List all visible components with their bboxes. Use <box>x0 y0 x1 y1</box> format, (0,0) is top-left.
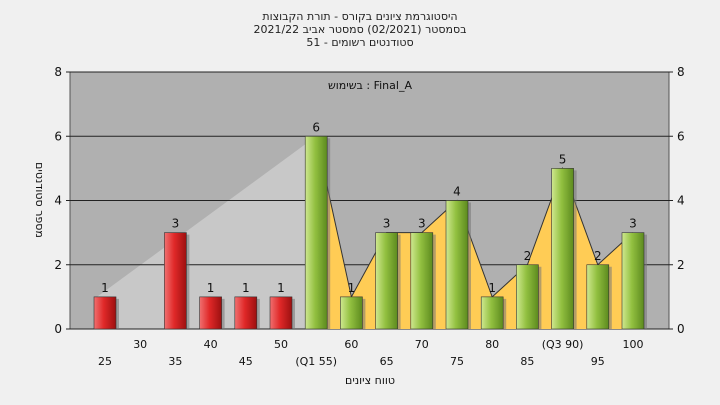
y-axis-title: מספר סטודנטים <box>33 162 46 238</box>
chart-subtitle-students: סטודנטים רשומים - 51 <box>306 36 414 49</box>
y-tick-label-right: 0 <box>677 322 685 336</box>
bar <box>586 264 610 330</box>
bar-value-label: 2 <box>524 249 532 263</box>
x-tick-label: (Q3 90) <box>542 338 584 351</box>
y-tick-label-left: 4 <box>54 194 62 208</box>
x-tick-label: 35 <box>168 355 182 368</box>
x-tick-label: 25 <box>98 355 112 368</box>
bar-value-label: 3 <box>418 217 426 231</box>
x-tick-label: 95 <box>591 355 605 368</box>
x-tick-label: 40 <box>204 338 218 351</box>
bar <box>551 168 574 330</box>
bar-value-label: 5 <box>559 152 567 166</box>
bar-value-label: 1 <box>277 281 285 295</box>
bar <box>516 264 539 330</box>
bar <box>93 296 117 330</box>
bar <box>304 135 328 330</box>
bar <box>164 232 187 330</box>
y-tick-label-left: 0 <box>54 322 62 336</box>
chart-title: היסטוגרמת ציונים בקורס - תורת הקבוצות <box>262 10 458 23</box>
x-tick-label: 45 <box>239 355 253 368</box>
bar <box>480 296 504 330</box>
x-tick-label: 80 <box>485 338 499 351</box>
y-tick-label-left: 8 <box>54 65 62 79</box>
x-tick-label: 100 <box>623 338 644 351</box>
bar-value-label: 3 <box>172 217 180 231</box>
x-tick-label: 70 <box>415 338 429 351</box>
y-tick-label-left: 6 <box>54 129 62 143</box>
bar <box>410 232 434 330</box>
bar <box>269 296 293 330</box>
bar-value-label: 4 <box>453 185 461 199</box>
y-tick-label-right: 6 <box>677 129 685 143</box>
bar <box>375 232 398 330</box>
bar-value-label: 1 <box>488 281 496 295</box>
bar-value-label: 2 <box>594 249 602 263</box>
annotation-label: בשימוש : Final_A <box>328 79 412 92</box>
bar-value-label: 1 <box>101 281 109 295</box>
bar-value-label: 1 <box>348 281 356 295</box>
x-tick-label: 30 <box>133 338 147 351</box>
x-tick-label: 65 <box>380 355 394 368</box>
bar-value-label: 3 <box>629 217 637 231</box>
bar-value-label: 1 <box>242 281 250 295</box>
bar <box>445 200 469 330</box>
chart-subtitle-semester: בסמסטר (02/2021) סמסטר אביב 2021/22 <box>253 23 467 36</box>
x-tick-label: 50 <box>274 338 288 351</box>
bar <box>234 296 258 330</box>
y-tick-label-right: 8 <box>677 65 685 79</box>
x-tick-label: 85 <box>520 355 534 368</box>
bar-value-label: 1 <box>207 281 215 295</box>
y-tick-label-right: 2 <box>677 258 685 272</box>
x-axis-title: טווח ציונים <box>345 374 395 387</box>
bar-value-label: 6 <box>312 120 320 134</box>
y-tick-label-right: 4 <box>677 194 685 208</box>
bar-value-label: 3 <box>383 217 391 231</box>
distribution-line <box>315 136 634 299</box>
lower-range-shade <box>97 136 317 329</box>
x-tick-label: 60 <box>344 338 358 351</box>
x-tick-label: 75 <box>450 355 464 368</box>
bar <box>621 232 645 330</box>
bar <box>199 296 222 330</box>
bar <box>340 296 363 330</box>
x-tick-label: (Q1 55) <box>295 355 337 368</box>
y-tick-label-left: 2 <box>54 258 62 272</box>
